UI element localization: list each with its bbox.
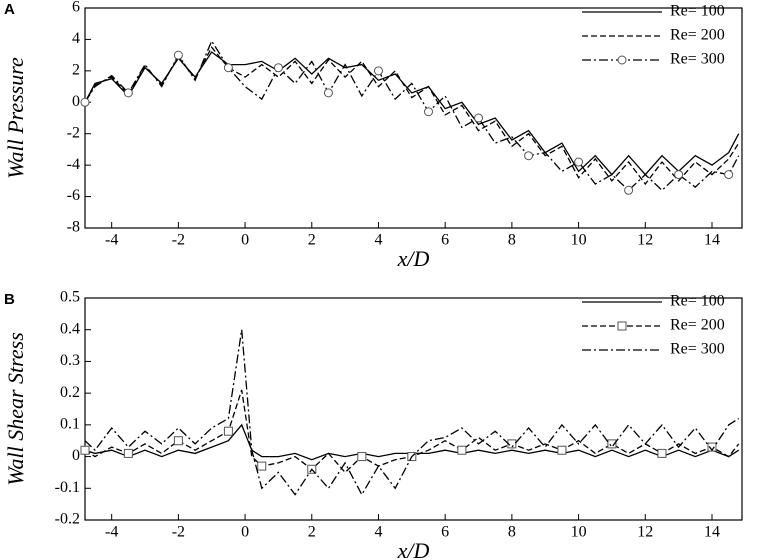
marker	[223, 426, 233, 436]
x-tick-label: 4	[374, 232, 382, 249]
marker	[173, 50, 183, 60]
panel-label: A	[4, 1, 15, 18]
x-tick-label: 6	[441, 524, 449, 541]
y-axis-label: Wall Shear Stress	[3, 332, 28, 486]
legend-label: Re= 300	[670, 51, 725, 68]
marker	[607, 439, 617, 449]
y-tick-label: 0	[72, 93, 80, 110]
x-axis-label: x/D	[397, 538, 430, 560]
marker	[123, 88, 133, 98]
marker	[273, 63, 283, 73]
marker	[373, 66, 383, 76]
x-tick-label: 14	[704, 232, 720, 249]
x-tick-label: 10	[571, 232, 587, 249]
y-tick-label: -2	[67, 124, 80, 141]
x-tick-label: 0	[241, 232, 249, 249]
marker	[674, 170, 684, 180]
series-line	[84, 39, 740, 192]
legend-marker	[617, 55, 627, 65]
x-tick-label: -2	[172, 524, 185, 541]
series-line	[84, 423, 740, 461]
marker	[80, 97, 90, 107]
x-tick-label: 0	[241, 524, 249, 541]
x-tick-label: 6	[441, 232, 449, 249]
marker	[357, 452, 367, 462]
series-line	[84, 329, 740, 496]
plot-frame	[84, 297, 743, 521]
x-axis-label: x/D	[397, 246, 430, 271]
y-tick-label: 0.5	[60, 289, 80, 306]
y-axis-label: Wall Pressure	[3, 57, 28, 179]
legend-marker	[617, 321, 627, 331]
series-line	[84, 51, 740, 176]
y-tick-label: 0.2	[60, 384, 80, 401]
x-tick-label: 12	[637, 524, 653, 541]
y-tick-label: 0	[72, 447, 80, 464]
x-tick-label: 14	[704, 524, 720, 541]
marker	[223, 63, 233, 73]
marker	[257, 461, 267, 471]
legend-label: Re= 200	[670, 317, 725, 334]
marker	[557, 445, 567, 455]
legend-label: Re= 100	[670, 293, 725, 310]
x-tick-label: 2	[308, 232, 316, 249]
x-tick-label: 8	[508, 524, 516, 541]
marker	[173, 436, 183, 446]
legend-label: Re= 300	[670, 341, 725, 358]
y-tick-label: -0.1	[55, 479, 80, 496]
marker	[574, 157, 584, 167]
marker	[323, 88, 333, 98]
plot-frame	[84, 7, 743, 229]
x-tick-label: 10	[571, 524, 587, 541]
y-tick-label: -4	[67, 156, 80, 173]
marker	[80, 445, 90, 455]
x-tick-label: 2	[308, 524, 316, 541]
x-tick-label: 8	[508, 232, 516, 249]
x-tick-label: -2	[172, 232, 185, 249]
y-tick-label: 2	[72, 62, 80, 79]
marker	[624, 185, 634, 195]
x-tick-label: 12	[637, 232, 653, 249]
marker	[657, 448, 667, 458]
marker	[724, 170, 734, 180]
y-tick-label: 4	[72, 30, 80, 47]
marker	[424, 107, 434, 117]
panel-label: B	[4, 291, 15, 308]
x-tick-label: -4	[105, 232, 118, 249]
legend-label: Re= 100	[670, 3, 725, 20]
y-tick-label: -8	[67, 219, 80, 236]
marker	[524, 151, 534, 161]
marker	[474, 113, 484, 123]
y-tick-label: 0.3	[60, 352, 80, 369]
marker	[123, 448, 133, 458]
marker	[457, 445, 467, 455]
series-line	[84, 389, 740, 474]
y-tick-label: 0.4	[60, 320, 80, 337]
y-tick-label: 6	[72, 0, 80, 16]
x-tick-label: -4	[105, 524, 118, 541]
x-tick-label: 4	[374, 524, 382, 541]
y-tick-label: -0.2	[55, 511, 80, 528]
y-tick-label: -6	[67, 187, 80, 204]
series-line	[84, 46, 740, 186]
legend-label: Re= 200	[670, 27, 725, 44]
y-tick-label: 0.1	[60, 416, 80, 433]
